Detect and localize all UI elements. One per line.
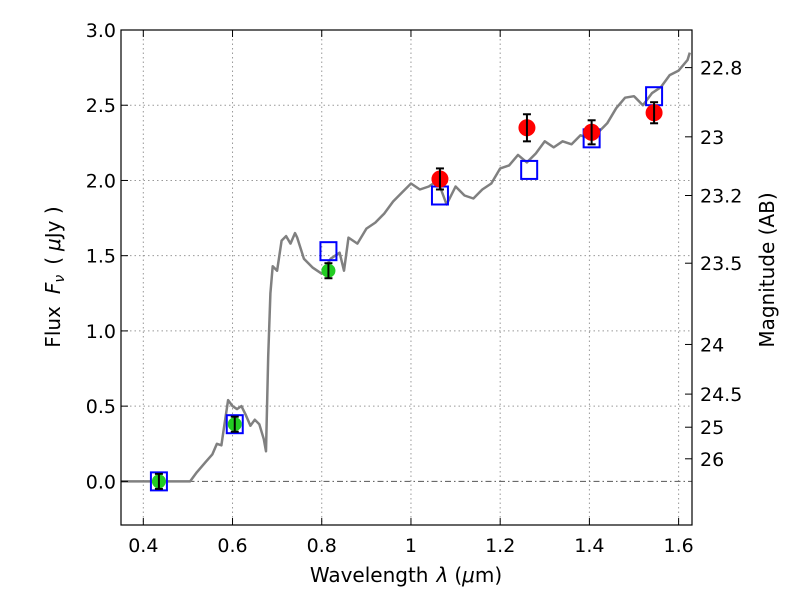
y-tick-label: 1.0 [86, 321, 116, 343]
x-axis-title-symbol: λ [435, 563, 448, 587]
x-tick-label: 1 [405, 535, 417, 557]
y2-tick-label: 26 [700, 449, 724, 471]
x-axis-title-unit-close: m) [475, 563, 502, 587]
y-axis-title-unit-mu: μ [41, 238, 65, 252]
y2-tick-label: 23 [700, 127, 724, 149]
y2-tick-label: 24 [700, 334, 724, 356]
y-axis-title-symbol-sub: ν [52, 275, 68, 283]
y-axis-title-unit-close: Jy ) [41, 206, 65, 240]
y-tick-label: 2.0 [86, 170, 116, 192]
y-axis-title-unit-open: ( [41, 257, 65, 265]
y-axis-title-text: Flux [41, 306, 65, 348]
x-axis-title-unit-mu: μ [461, 563, 475, 587]
grid-lines [121, 29, 692, 525]
y-tick-label: 0.5 [86, 396, 116, 418]
model-photometry-point [149, 471, 168, 492]
y2-tick-label: 25 [700, 417, 724, 439]
y-axis-title-symbol: F [41, 282, 65, 294]
model-photometry-point [520, 159, 539, 180]
y2-tick-label: 23.2 [700, 186, 742, 208]
x-axis-title-text: Wavelength [310, 563, 429, 587]
y2-axis-title: Magnitude (AB) [755, 192, 779, 347]
x-tick-label: 1.2 [485, 535, 515, 557]
y-tick-label: 3.0 [86, 20, 116, 42]
x-axis-title: Wavelength λ (μm) [310, 563, 502, 587]
spectrum-line [121, 52, 691, 483]
x-axis-title-unit-open: ( [454, 563, 462, 587]
model-photometry-squares [149, 86, 664, 492]
plot-frame [120, 29, 693, 526]
y2-tick-label: 22.8 [700, 58, 742, 80]
y-tick-label: 2.5 [86, 95, 116, 117]
y2-tick-label: 24.5 [700, 384, 742, 406]
y2-tick-label: 23.5 [700, 253, 742, 275]
x-tick-label: 0.8 [307, 535, 337, 557]
observed-photometry [151, 101, 663, 490]
x-tick-label: 0.4 [128, 535, 158, 557]
axis-ticks [121, 29, 692, 525]
model-photometry-point [225, 414, 244, 435]
y-tick-label: 0.0 [86, 471, 116, 493]
x-tick-label: 1.6 [664, 535, 694, 557]
x-tick-label: 1.4 [574, 535, 604, 557]
x-tick-label: 0.6 [217, 535, 247, 557]
y-tick-label: 1.5 [86, 246, 116, 268]
model-photometry-point [319, 241, 338, 262]
y-axis-title: Flux Fν ( μJy ) [41, 206, 68, 347]
model-spectrum [121, 52, 691, 483]
